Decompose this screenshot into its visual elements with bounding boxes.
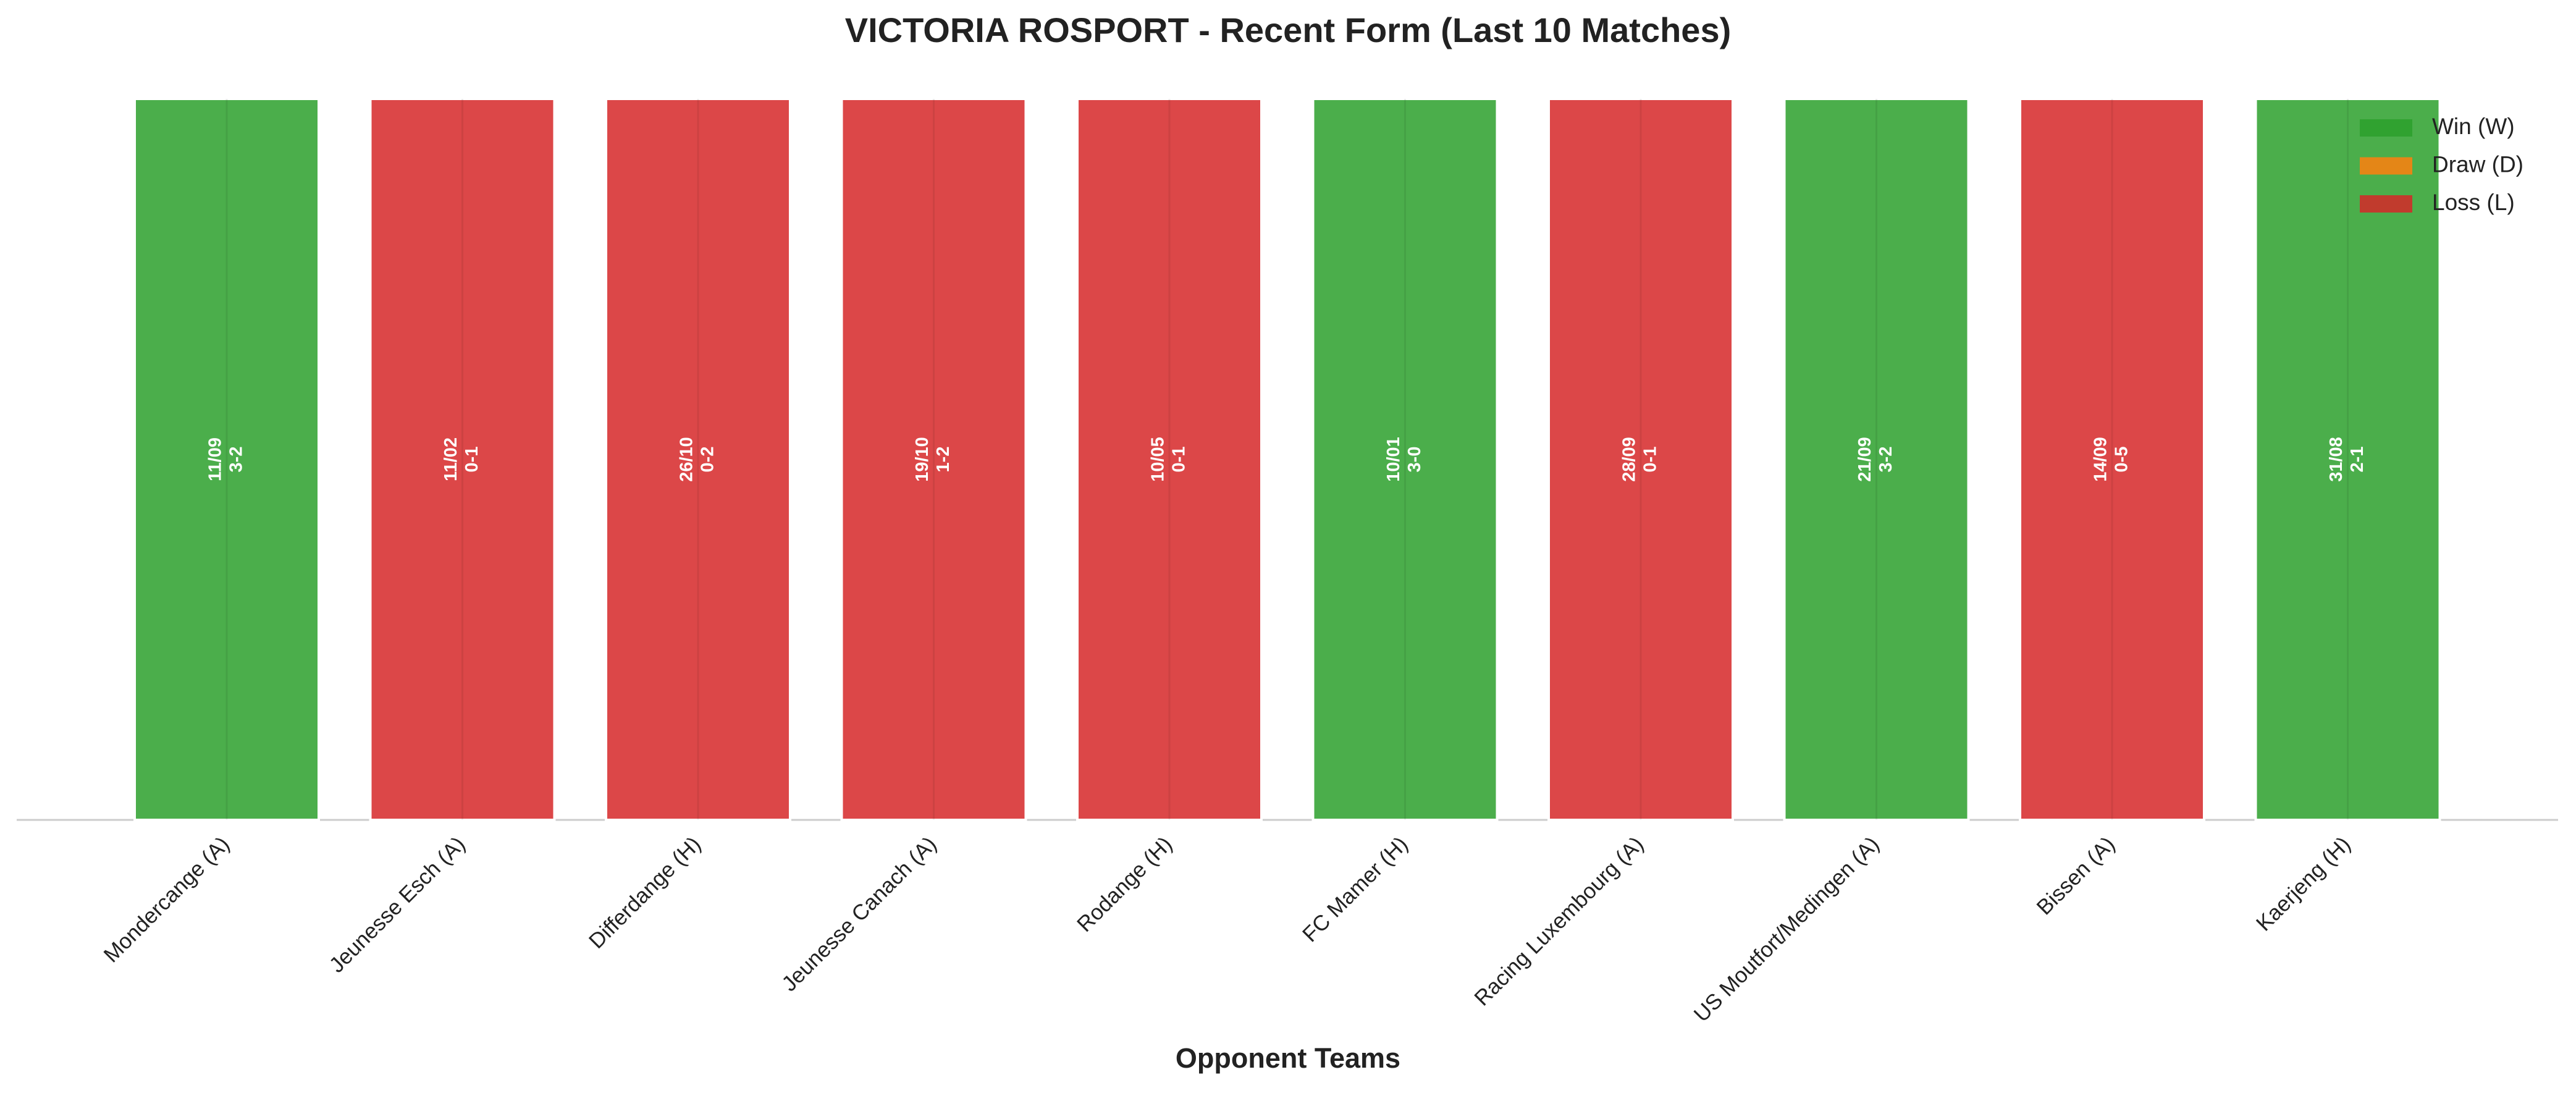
x-axis-label: Opponent Teams bbox=[1176, 1042, 1400, 1074]
match-score: 0-1 bbox=[1641, 447, 1661, 473]
bar-label: 11/09 3-2 bbox=[206, 437, 246, 481]
bar bbox=[1783, 98, 1970, 821]
legend-swatch bbox=[2360, 195, 2412, 213]
match-date: 31/08 bbox=[2326, 437, 2346, 482]
match-score: 0-1 bbox=[462, 447, 482, 473]
match-date: 21/09 bbox=[1855, 437, 1875, 482]
bar-label: 28/09 0-1 bbox=[1620, 437, 1661, 482]
bar bbox=[2254, 98, 2441, 821]
match-date: 26/10 bbox=[677, 437, 697, 482]
legend-label: Draw (D) bbox=[2432, 151, 2523, 177]
match-date: 14/09 bbox=[2091, 437, 2111, 482]
match-date: 28/09 bbox=[1620, 437, 1639, 482]
legend-label: Loss (L) bbox=[2432, 190, 2515, 215]
match-score: 3-0 bbox=[1405, 447, 1425, 473]
bar-label: 10/01 3-0 bbox=[1384, 437, 1425, 482]
bar bbox=[1076, 98, 1263, 821]
match-score: 1-2 bbox=[933, 447, 953, 473]
bar-label: 21/09 3-2 bbox=[1855, 437, 1896, 482]
match-date: 10/01 bbox=[1384, 437, 1404, 482]
match-score: 0-5 bbox=[2112, 447, 2132, 473]
bar bbox=[840, 98, 1027, 821]
bar bbox=[1311, 98, 1499, 821]
match-score: 0-1 bbox=[1169, 447, 1189, 473]
bar bbox=[605, 98, 791, 821]
bar-label: 31/08 2-1 bbox=[2326, 437, 2367, 482]
legend-label: Win (W) bbox=[2432, 114, 2515, 139]
match-score: 2-1 bbox=[2347, 447, 2367, 473]
bar-label: 10/05 0-1 bbox=[1148, 437, 1189, 482]
bar-label: 14/09 0-5 bbox=[2091, 437, 2132, 482]
match-date: 11/09 bbox=[206, 437, 225, 481]
match-date: 10/05 bbox=[1148, 437, 1168, 482]
match-score: 0-2 bbox=[698, 447, 718, 473]
bar bbox=[2019, 98, 2205, 821]
match-score: 3-2 bbox=[227, 447, 246, 473]
legend-swatch bbox=[2360, 119, 2412, 137]
bar-label: 11/02 0-1 bbox=[441, 437, 482, 481]
legend-swatch bbox=[2360, 157, 2412, 175]
match-score: 3-2 bbox=[1876, 447, 1896, 473]
bar-label: 19/10 1-2 bbox=[912, 437, 953, 482]
bar bbox=[1547, 98, 1734, 821]
bar bbox=[133, 98, 320, 821]
match-date: 19/10 bbox=[912, 437, 932, 482]
bar-label: 26/10 0-2 bbox=[677, 437, 718, 482]
bar bbox=[369, 98, 556, 821]
chart-title: VICTORIA ROSPORT - Recent Form (Last 10 … bbox=[845, 11, 1731, 49]
match-date: 11/02 bbox=[441, 437, 461, 481]
